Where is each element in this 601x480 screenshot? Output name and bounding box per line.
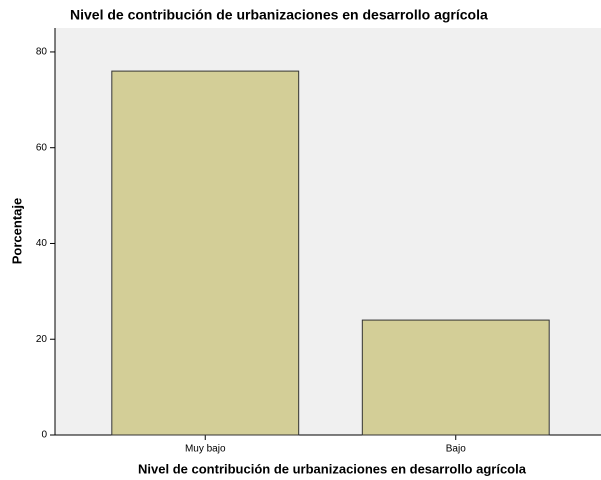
- y-tick-label: 60: [36, 142, 48, 153]
- chart-title: Nivel de contribución de urbanizaciones …: [70, 7, 488, 23]
- x-tick-label: Muy bajo: [185, 444, 226, 455]
- y-tick-label: 0: [41, 430, 47, 441]
- y-axis-label: Porcentaje: [9, 198, 24, 264]
- bar: [361, 319, 550, 436]
- y-tick-label: 20: [36, 334, 48, 345]
- x-axis-label: Nivel de contribución de urbanizaciones …: [138, 461, 527, 476]
- bar: [111, 70, 300, 436]
- x-tick-label: Bajo: [446, 444, 466, 455]
- y-tick-label: 80: [36, 47, 48, 58]
- y-tick-label: 40: [36, 238, 48, 249]
